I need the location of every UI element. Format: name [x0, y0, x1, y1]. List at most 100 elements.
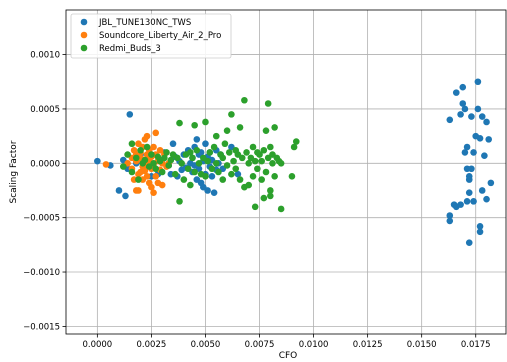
- data-point: [267, 143, 274, 151]
- data-point: [236, 124, 244, 131]
- data-point: [256, 151, 263, 158]
- data-point: [277, 160, 285, 167]
- data-point: [122, 192, 129, 200]
- data-point: [487, 179, 495, 187]
- data-point: [223, 127, 231, 134]
- data-point: [102, 161, 110, 168]
- data-point: [468, 113, 475, 120]
- data-point: [94, 157, 101, 165]
- data-point: [143, 132, 151, 140]
- data-point: [152, 165, 160, 173]
- data-point: [260, 194, 268, 202]
- data-point: [470, 198, 477, 205]
- data-point: [474, 105, 482, 113]
- data-point: [119, 163, 127, 170]
- data-point: [262, 168, 270, 176]
- data-point: [483, 118, 490, 126]
- data-point: [132, 154, 140, 162]
- data-point: [470, 149, 477, 156]
- x-axis-label: CFO: [279, 351, 298, 361]
- data-point: [271, 173, 278, 180]
- data-point: [236, 176, 244, 183]
- data-point: [184, 165, 192, 173]
- legend-marker-redmi: [80, 44, 88, 52]
- legend-label-jbl: JBL_TUNE130NC_TWS: [98, 18, 191, 28]
- data-point: [176, 198, 183, 205]
- data-point: [483, 195, 490, 203]
- data-point: [459, 100, 467, 107]
- data-point: [267, 187, 274, 194]
- data-point: [292, 138, 300, 145]
- series-2-points: [119, 96, 300, 213]
- data-point: [230, 157, 237, 165]
- data-point: [219, 154, 227, 162]
- data-point: [258, 176, 265, 183]
- data-point: [271, 124, 278, 131]
- data-point: [258, 157, 265, 165]
- data-point: [260, 146, 268, 154]
- data-point: [124, 151, 131, 158]
- data-point: [150, 189, 157, 196]
- x-tick-label: 0.0050: [191, 340, 221, 350]
- x-tick-label: 0.0125: [353, 340, 383, 350]
- data-point: [232, 165, 240, 173]
- data-point: [474, 78, 482, 86]
- data-point: [193, 136, 201, 143]
- data-point: [180, 176, 188, 183]
- data-point: [228, 170, 235, 178]
- data-point: [262, 127, 270, 134]
- data-points: [94, 78, 495, 246]
- legend-label-redmi: Redmi_Buds_3: [99, 44, 161, 54]
- data-point: [141, 167, 149, 175]
- legend: JBL_TUNE130NC_TWS Soundcore_Liberty_Air_…: [70, 13, 232, 59]
- x-tick-label: 0.0000: [82, 340, 112, 350]
- data-point: [171, 170, 179, 178]
- y-tick-label: −0.0015: [23, 322, 60, 332]
- y-axis-label: Scaling Factor: [9, 140, 19, 203]
- data-point: [249, 143, 257, 151]
- data-point: [202, 173, 209, 180]
- data-point: [212, 132, 220, 140]
- data-point: [234, 170, 242, 178]
- data-point: [465, 189, 473, 196]
- x-tick-label: 0.0150: [407, 340, 437, 350]
- data-point: [204, 157, 211, 165]
- data-point: [165, 162, 173, 169]
- data-point: [457, 201, 464, 208]
- data-point: [208, 173, 216, 180]
- data-point: [241, 96, 248, 104]
- data-point: [245, 181, 253, 189]
- data-point: [195, 160, 203, 167]
- data-point: [219, 176, 227, 183]
- data-point: [115, 187, 123, 194]
- data-point: [156, 146, 164, 154]
- data-point: [189, 154, 196, 162]
- data-point: [254, 165, 261, 173]
- data-point: [187, 149, 194, 156]
- data-point: [202, 140, 209, 148]
- data-point: [152, 173, 160, 180]
- data-point: [251, 157, 259, 165]
- data-point: [210, 189, 218, 196]
- x-tick-label: 0.0075: [245, 340, 275, 350]
- data-point: [135, 187, 142, 194]
- y-tick-label: 0.0005: [30, 105, 60, 115]
- data-point: [461, 149, 469, 156]
- data-point: [457, 111, 464, 118]
- data-point: [277, 205, 285, 213]
- data-point: [150, 160, 157, 167]
- y-tick-label: −0.0005: [23, 214, 60, 224]
- data-point: [143, 173, 151, 180]
- data-point: [463, 143, 471, 151]
- plot-frame: [65, 9, 507, 335]
- y-tick-label: 0.0000: [30, 159, 60, 169]
- data-point: [143, 143, 151, 151]
- legend-marker-soundcore: [80, 31, 88, 39]
- data-point: [485, 136, 493, 143]
- legend-marker-jbl: [80, 18, 88, 26]
- data-point: [264, 100, 272, 107]
- data-point: [208, 165, 216, 173]
- data-point: [141, 156, 149, 164]
- x-tick-label: 0.0100: [299, 340, 329, 350]
